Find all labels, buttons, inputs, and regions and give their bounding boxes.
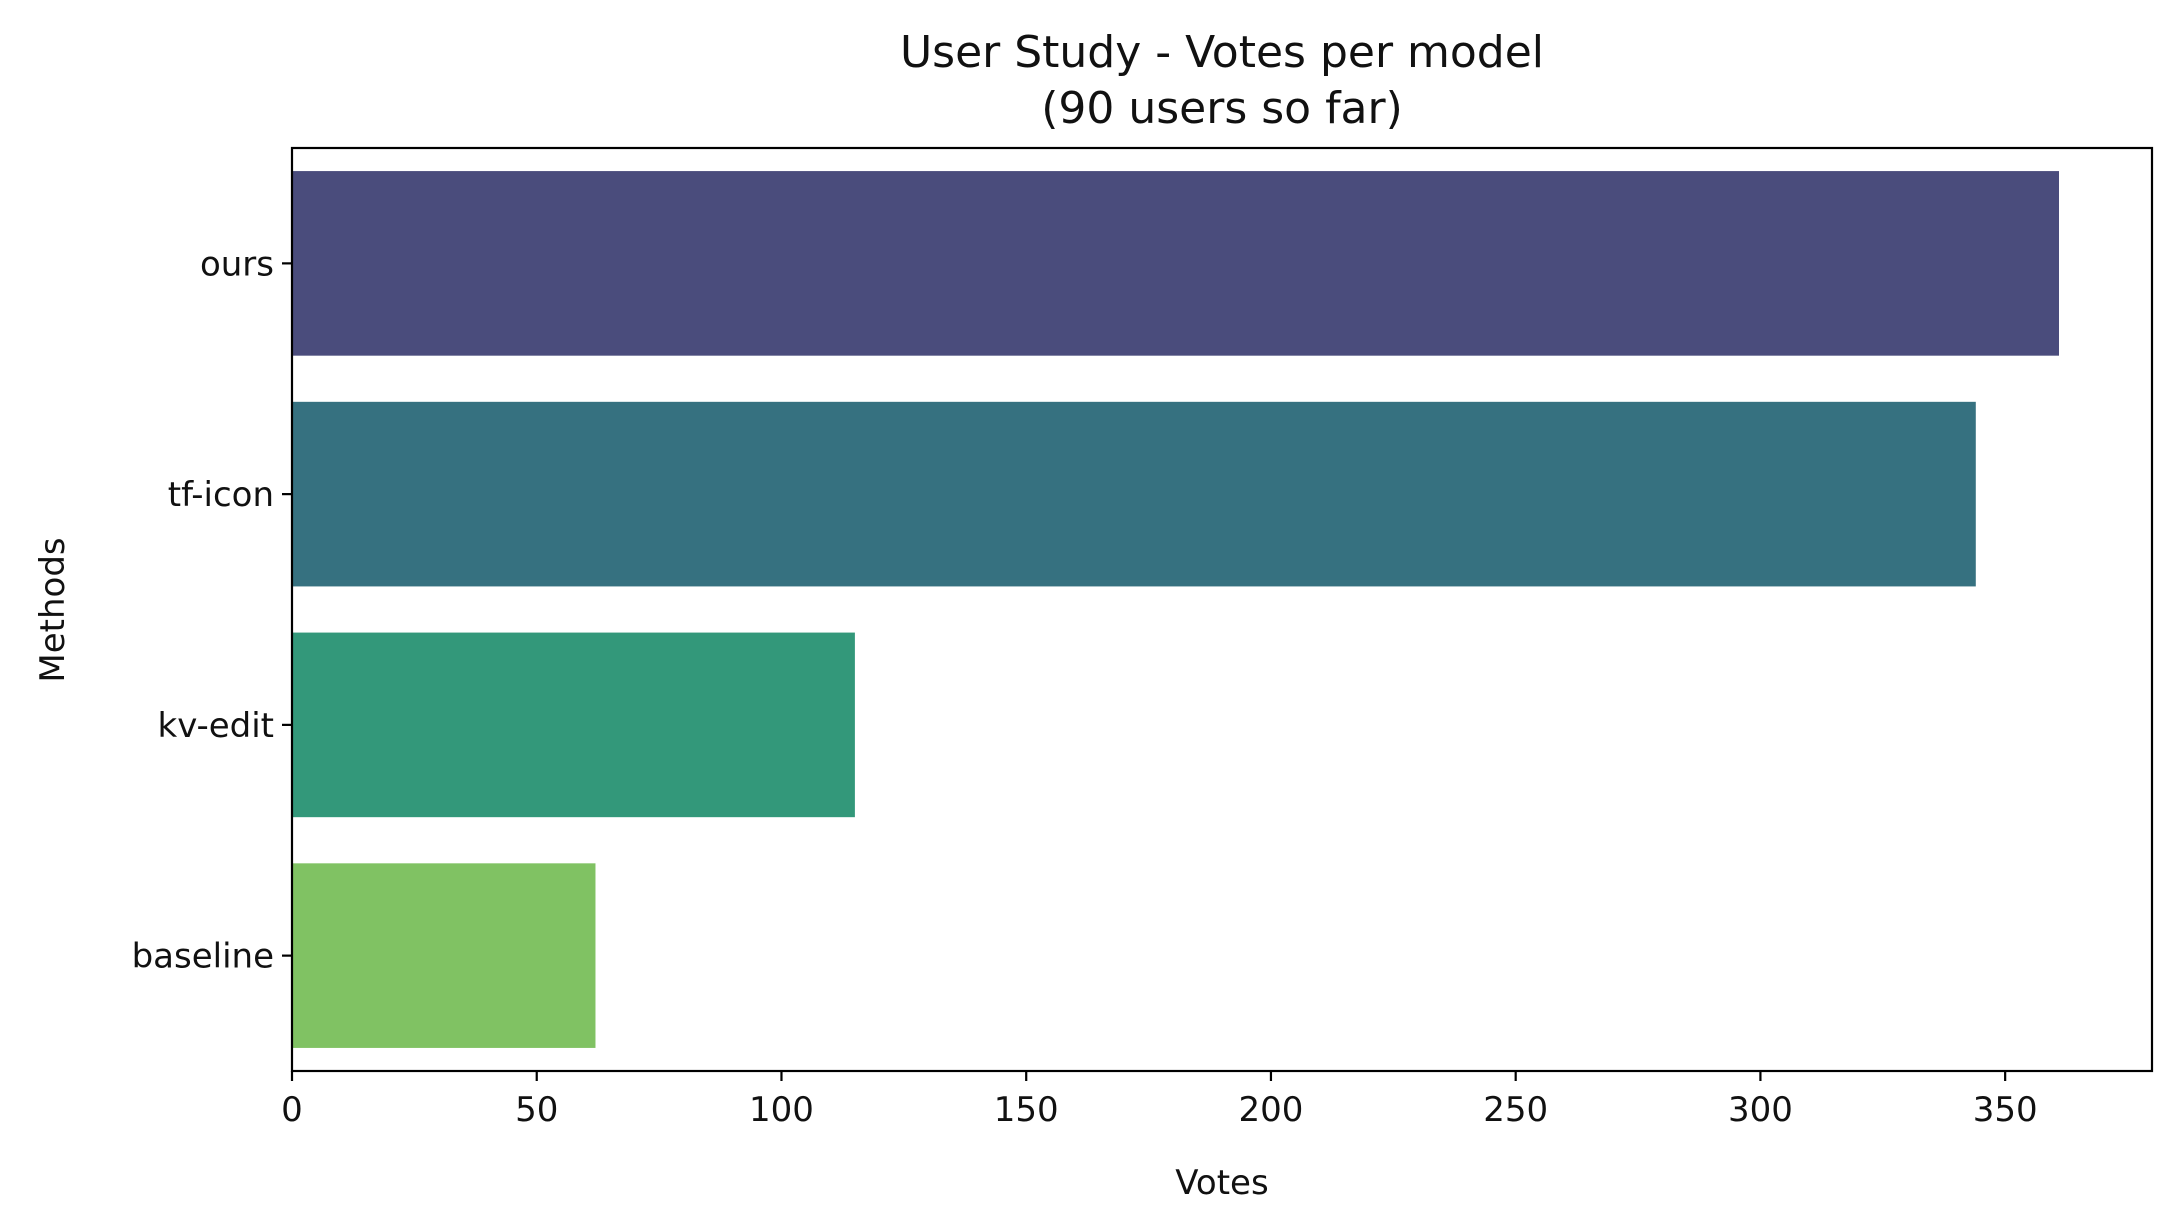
plot-frame <box>290 146 2154 1073</box>
x-axis-ticks: 0 50 100 150 200 250 300 350 <box>281 1071 2038 1130</box>
x-axis-label: Votes <box>1175 1163 1268 1203</box>
x-tick-label-350: 350 <box>1973 1090 2038 1130</box>
y-tick-label-kv-edit: kv-edit <box>158 706 274 746</box>
chart-subtitle: (90 users so far) <box>1041 83 1403 134</box>
bar-kv-edit <box>292 632 855 818</box>
y-tick-label-tf-icon: tf-icon <box>168 475 274 515</box>
x-tick-label-200: 200 <box>1238 1090 1303 1130</box>
chart-title: User Study - Votes per model <box>900 27 1544 78</box>
x-tick-label-250: 250 <box>1483 1090 1548 1130</box>
x-tick-label-300: 300 <box>1728 1090 1793 1130</box>
x-tick-label-50: 50 <box>515 1090 558 1130</box>
x-tick-label-150: 150 <box>994 1090 1059 1130</box>
x-tick-label-100: 100 <box>749 1090 814 1130</box>
bar-baseline <box>292 863 596 1048</box>
bars-group <box>292 171 2059 1048</box>
y-tick-label-ours: ours <box>200 244 274 284</box>
x-tick-label-0: 0 <box>281 1090 303 1130</box>
y-tick-label-baseline: baseline <box>132 937 274 977</box>
y-axis-ticks: ours tf-icon kv-edit baseline <box>132 244 292 977</box>
bar-tf-icon <box>292 401 1976 587</box>
y-axis-label: Methods <box>33 537 73 682</box>
bar-ours <box>292 171 2059 356</box>
